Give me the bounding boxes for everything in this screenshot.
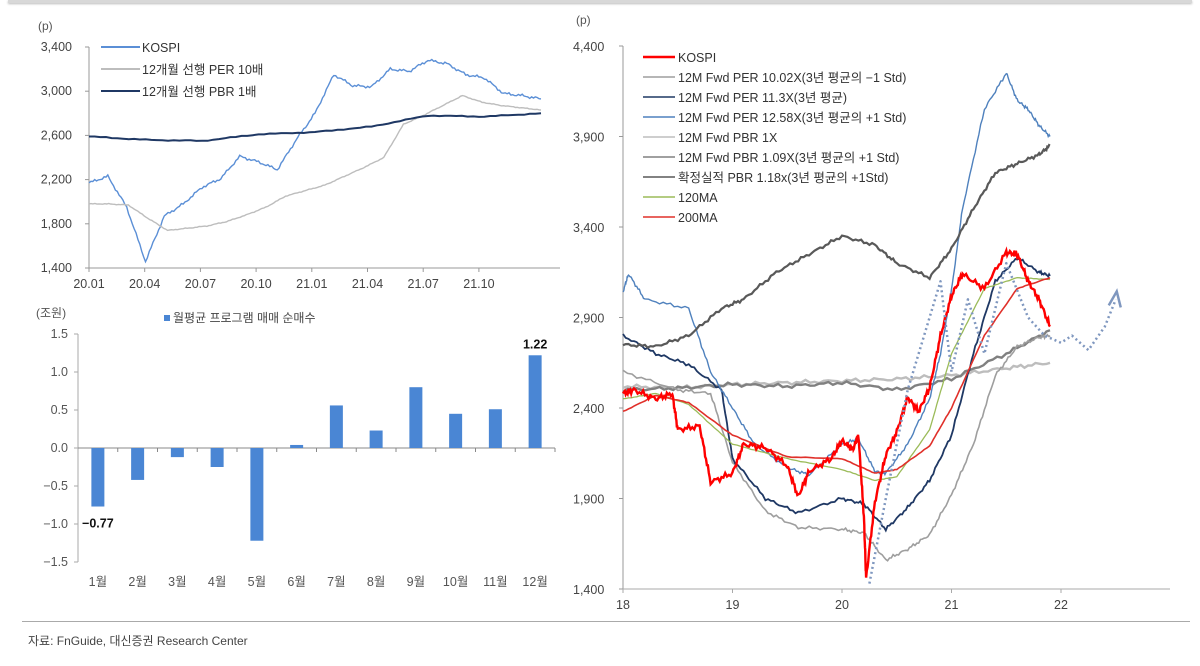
series-line	[88, 94, 542, 232]
bar	[488, 409, 502, 448]
y-tick-label: −1.5	[43, 555, 68, 569]
y-tick-label: 2,400	[573, 402, 604, 416]
x-tick-label: 1월	[89, 575, 107, 589]
bar	[250, 448, 264, 541]
arrow-up-icon	[1107, 288, 1122, 308]
y-unit-label: (p)	[576, 13, 591, 27]
legend-label: 월평균 프로그램 매매 순매수	[173, 311, 315, 325]
legend-label: 12M Fwd PER 10.02X(3년 평균의 −1 Std)	[678, 71, 906, 85]
source-note: 자료: FnGuide, 대신증권 Research Center	[28, 634, 248, 648]
y-tick-label: 1,400	[41, 261, 72, 275]
series-line	[621, 246, 1051, 578]
y-tick-label: 2,200	[41, 173, 72, 187]
x-tick-label: 11월	[483, 575, 507, 589]
footer-divider	[22, 621, 1190, 622]
bar	[170, 448, 184, 458]
legend-label: 12M Fwd PBR 1.09X(3년 평균의 +1 Std)	[678, 151, 899, 165]
y-tick-label: 2,600	[41, 128, 72, 142]
legend-label: 12M Fwd PER 12.58X(3년 평균의 +1 Std)	[678, 111, 906, 125]
y-tick-label: 1.0	[51, 365, 68, 379]
x-tick-label: 22	[1054, 598, 1068, 612]
series-line	[622, 276, 1051, 474]
y-tick-label: 3,400	[573, 221, 604, 235]
series-line	[622, 257, 1051, 533]
top-border	[8, 0, 1192, 3]
x-tick-label: 21.01	[296, 277, 327, 290]
x-tick-label: 21.04	[352, 277, 383, 290]
x-tick-label: 21.10	[463, 277, 494, 290]
bar	[290, 444, 304, 448]
x-tick-label: 6월	[287, 575, 305, 589]
x-tick-label: 19	[726, 598, 740, 612]
series-line	[88, 58, 542, 264]
y-tick-label: −0.5	[43, 479, 68, 493]
line-chart-band: (p) 1,400 1,900 2,400 2,900 3,400 3,900 4,400 18…	[573, 13, 1170, 612]
y-tick-label: 1,900	[573, 493, 604, 507]
bar	[131, 448, 145, 480]
x-tick-label: 9월	[407, 575, 425, 589]
x-tick-label: 21.07	[408, 277, 439, 290]
x-tick-label: 8월	[367, 575, 385, 589]
bar	[91, 448, 105, 507]
y-tick-label: 4,400	[573, 40, 604, 54]
y-tick-label: 3,900	[573, 131, 604, 145]
legend-swatch	[164, 315, 170, 321]
y-tick-label: 2,900	[573, 312, 604, 326]
legend-label: 확정실적 PBR 1.18x(3년 평균의 +1Std)	[678, 171, 888, 185]
kospi-valuation-chart: (p) 1,400 1,800 2,200 2,600 3,000 3,400 20.01 20…	[0, 0, 570, 291]
program-trading-bar-chart: (조원) 1.5 1.0 0.5 0.0 −0.5 −1.0 −1.5 1월 2월 3월 4월 5월 6월…	[0, 295, 570, 600]
y-tick-label: 3,400	[41, 40, 72, 54]
y-tick-label: 3,000	[41, 84, 72, 98]
x-tick-label: 5월	[248, 575, 266, 589]
legend-label: KOSPI	[142, 41, 180, 55]
x-tick-label: 21	[945, 598, 959, 612]
bar	[528, 355, 542, 448]
x-tick-label: 4월	[208, 575, 226, 589]
x-tick-label: 7월	[327, 575, 345, 589]
line-chart-1: (p) 1,400 1,800 2,200 2,600 3,000 3,400 20.01 20…	[38, 19, 560, 291]
y-tick-label: 1.5	[51, 327, 68, 341]
data-label: 1.22	[523, 337, 547, 351]
bar	[329, 405, 343, 448]
series-line	[89, 112, 542, 142]
legend-label: KOSPI	[678, 51, 716, 65]
y-tick-label: 0.0	[51, 441, 68, 455]
x-tick-label: 20.01	[73, 277, 104, 290]
x-tick-label: 12월	[522, 575, 547, 589]
x-tick-label: 3월	[168, 575, 186, 589]
legend-label: 12개월 선행 PBR 1배	[142, 84, 256, 99]
x-tick-label: 20.07	[185, 277, 216, 290]
bar	[369, 430, 383, 448]
bar	[210, 448, 224, 467]
y-unit-label: (조원)	[36, 306, 66, 320]
x-tick-label: 2월	[128, 575, 146, 589]
x-tick-label: 20.10	[240, 277, 271, 290]
data-label: −0.77	[82, 517, 114, 531]
bar	[409, 387, 423, 448]
x-tick-label: 20	[835, 598, 849, 612]
y-unit-label: (p)	[38, 19, 53, 33]
bar	[449, 413, 463, 448]
legend-label: 12M Fwd PER 11.3X(3년 평균)	[678, 91, 847, 105]
legend-label: 120MA	[678, 191, 718, 205]
bar-chart: (조원) 1.5 1.0 0.5 0.0 −0.5 −1.0 −1.5 1월 2월 3월 4월 5월 6월…	[36, 306, 556, 589]
series-line	[622, 329, 1051, 393]
projection-dotted-line	[868, 261, 1117, 584]
legend-label: 200MA	[678, 211, 718, 225]
legend-label: 12M Fwd PBR 1X	[678, 131, 778, 145]
x-tick-label: 10월	[443, 575, 468, 589]
x-tick-label: 18	[616, 598, 630, 612]
y-tick-label: −1.0	[43, 517, 68, 531]
x-tick-label: 20.04	[129, 277, 160, 290]
kospi-band-chart: (p) 1,400 1,900 2,400 2,900 3,400 3,900 4,400 18…	[570, 0, 1200, 620]
y-tick-label: 1,400	[573, 583, 604, 597]
y-tick-label: 0.5	[51, 403, 68, 417]
y-tick-label: 1,800	[41, 217, 72, 231]
legend-label: 12개월 선행 PER 10배	[142, 62, 263, 77]
series-line	[622, 143, 1051, 349]
